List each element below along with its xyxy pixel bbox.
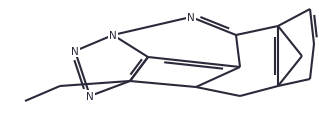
Text: N: N	[109, 31, 117, 41]
Text: N: N	[187, 13, 195, 23]
Text: N: N	[71, 47, 79, 56]
Text: N: N	[86, 91, 94, 101]
